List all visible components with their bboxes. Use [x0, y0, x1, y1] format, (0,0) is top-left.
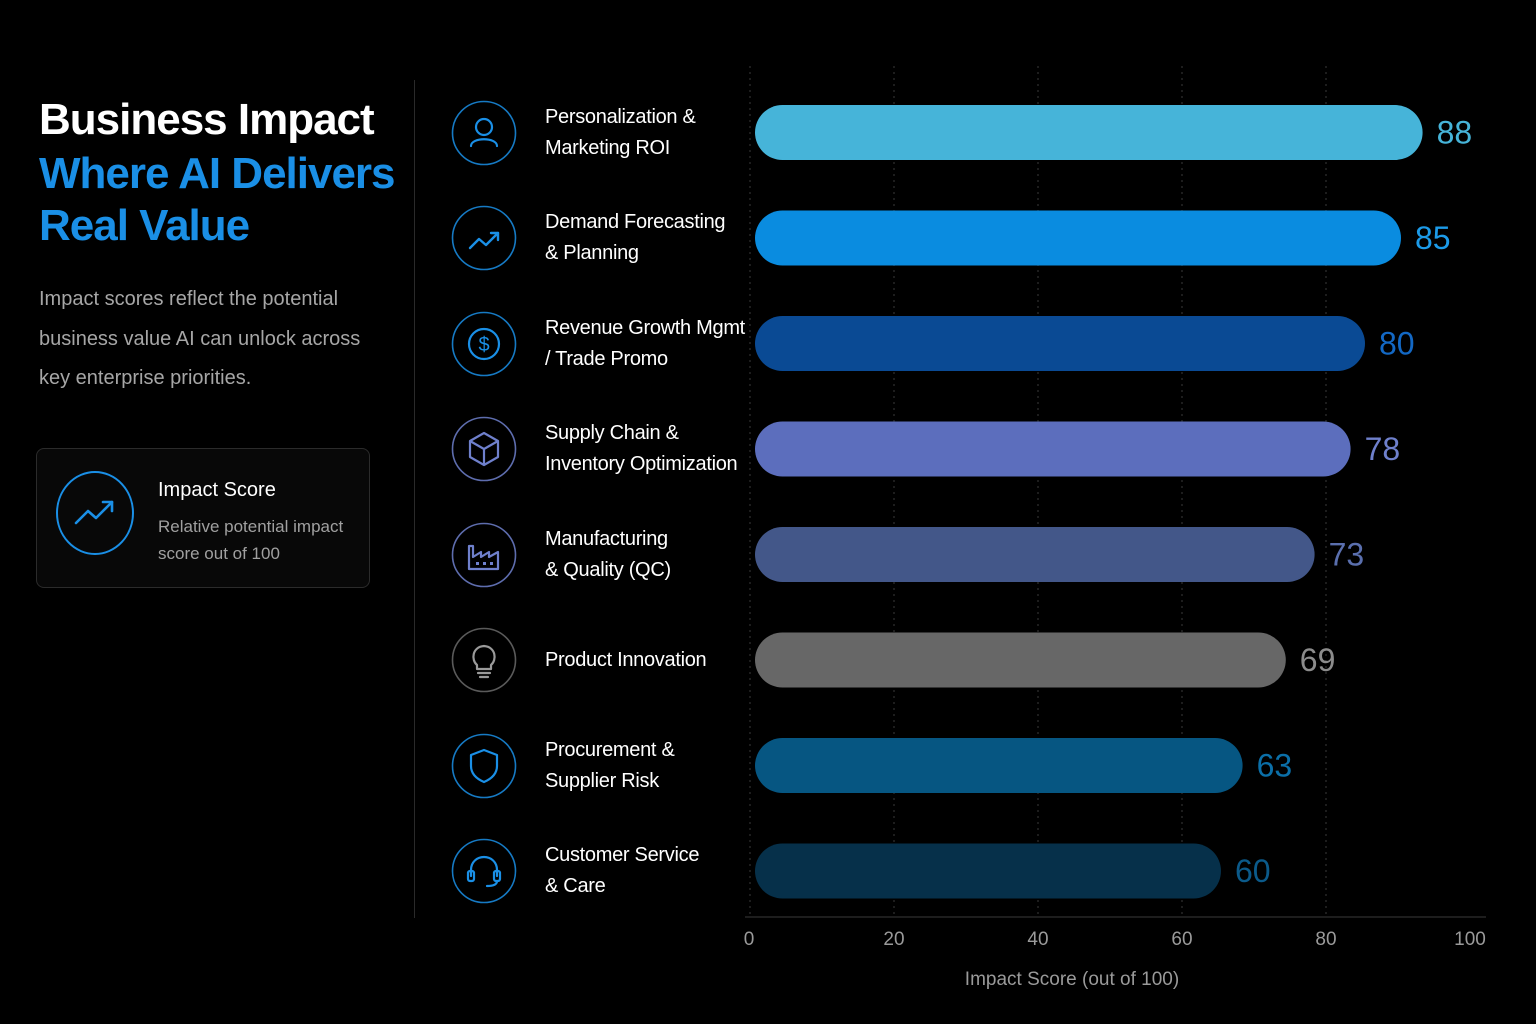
factory-icon: [451, 522, 517, 588]
x-tick-label: 0: [744, 929, 755, 950]
category-label: Procurement & Supplier Risk: [545, 735, 755, 797]
x-axis-label: Impact Score (out of 100): [965, 969, 1179, 990]
bar: [755, 527, 1315, 582]
bar: [755, 210, 1401, 266]
title-line-1: Business Impact: [39, 95, 375, 144]
category-label-line: & Quality (QC): [545, 558, 671, 581]
category-label-line: Inventory Optimization: [545, 453, 738, 475]
bar-value-label: 88: [1437, 115, 1473, 151]
dollar-icon: $: [451, 311, 517, 377]
category-label-line: Revenue Growth Mgmt: [545, 316, 745, 339]
category-label-line: / Trade Promo: [545, 347, 668, 370]
category-label-line: Product Innovation: [545, 648, 707, 671]
category-label: Product Innovation: [545, 645, 755, 676]
bar: [755, 738, 1243, 793]
bar-value-label: 73: [1329, 537, 1365, 573]
bar-value-label: 85: [1415, 220, 1451, 256]
headset-icon: [451, 838, 517, 904]
legend-card: Impact Score Relative potential impact s…: [36, 448, 370, 588]
category-label-line: Demand Forecasting: [545, 211, 726, 233]
bar-value-label: 78: [1365, 431, 1401, 467]
shield-icon: [451, 733, 517, 799]
category-label-line: Customer Service: [545, 844, 700, 866]
category-label-line: Manufacturing: [545, 527, 668, 550]
legend-title: Impact Score: [158, 479, 276, 501]
x-tick-label: 20: [883, 929, 904, 950]
category-label-line: & Care: [545, 875, 606, 897]
bar: [755, 316, 1365, 371]
category-label-line: Procurement &: [545, 738, 675, 761]
category-label: Supply Chain & Inventory Optimization: [545, 418, 755, 480]
category-label-line: Personalization &: [545, 105, 696, 128]
category-label-line: & Planning: [545, 242, 639, 264]
x-tick-label: 40: [1027, 929, 1048, 950]
user-icon: [451, 100, 517, 166]
left-panel: Business Impact Where AI Delivers Real V…: [0, 0, 410, 1024]
category-label-line: Marketing ROI: [545, 136, 671, 159]
bar: [755, 632, 1286, 688]
title-line-3: Real Value: [39, 201, 250, 250]
bar: [755, 105, 1423, 160]
trend-up-icon: [56, 471, 134, 555]
category-label: Personalization & Marketing ROI: [545, 102, 755, 164]
svg-text:$: $: [478, 334, 489, 356]
category-label-line: Supply Chain &: [545, 422, 679, 444]
legend-description: Relative potential impact score out of 1…: [158, 517, 344, 563]
bar-value-label: 63: [1257, 748, 1293, 784]
trend-up-icon: [451, 205, 517, 271]
x-tick-label: 60: [1171, 929, 1192, 950]
lightbulb-icon: [451, 627, 517, 693]
bar-value-label: 60: [1235, 853, 1271, 889]
bar: [755, 843, 1221, 899]
panel-divider: [414, 80, 415, 918]
bar-value-label: 69: [1300, 642, 1336, 678]
category-label: Revenue Growth Mgmt / Trade Promo: [545, 313, 755, 375]
category-label: Demand Forecasting & Planning: [545, 207, 755, 269]
x-tick-label: 100: [1454, 929, 1486, 950]
category-label: Manufacturing & Quality (QC): [545, 524, 755, 586]
bar-value-label: 80: [1379, 326, 1415, 362]
title-line-2: Where AI Delivers: [39, 149, 396, 198]
bar: [755, 421, 1351, 477]
category-label: Customer Service & Care: [545, 840, 755, 902]
category-label-line: Supplier Risk: [545, 769, 659, 792]
x-tick-label: 80: [1315, 929, 1336, 950]
cube-icon: [451, 416, 517, 482]
description: Impact scores reflect the potential busi…: [39, 288, 361, 389]
